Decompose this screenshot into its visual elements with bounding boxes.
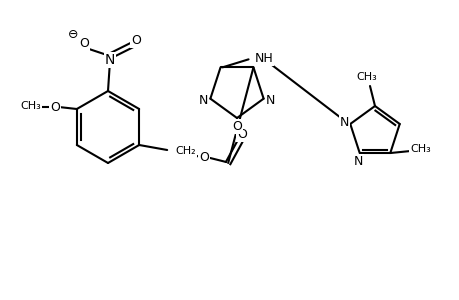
Text: CH₃: CH₃	[356, 72, 376, 82]
Text: ⊖: ⊖	[67, 28, 78, 40]
Text: CH₂: CH₂	[175, 146, 196, 156]
Text: O: O	[199, 151, 209, 164]
Text: O: O	[231, 119, 241, 133]
Text: CH₃: CH₃	[20, 101, 41, 111]
Text: NH: NH	[254, 52, 273, 65]
Text: N: N	[105, 53, 115, 67]
Text: O: O	[50, 100, 60, 113]
Text: N: N	[339, 116, 348, 130]
Text: N: N	[198, 94, 207, 107]
Text: N: N	[265, 94, 275, 107]
Text: CH₃: CH₃	[409, 144, 430, 154]
Text: O: O	[79, 37, 89, 50]
Text: O: O	[237, 128, 246, 140]
Text: O: O	[131, 34, 140, 46]
Text: N: N	[353, 154, 363, 167]
